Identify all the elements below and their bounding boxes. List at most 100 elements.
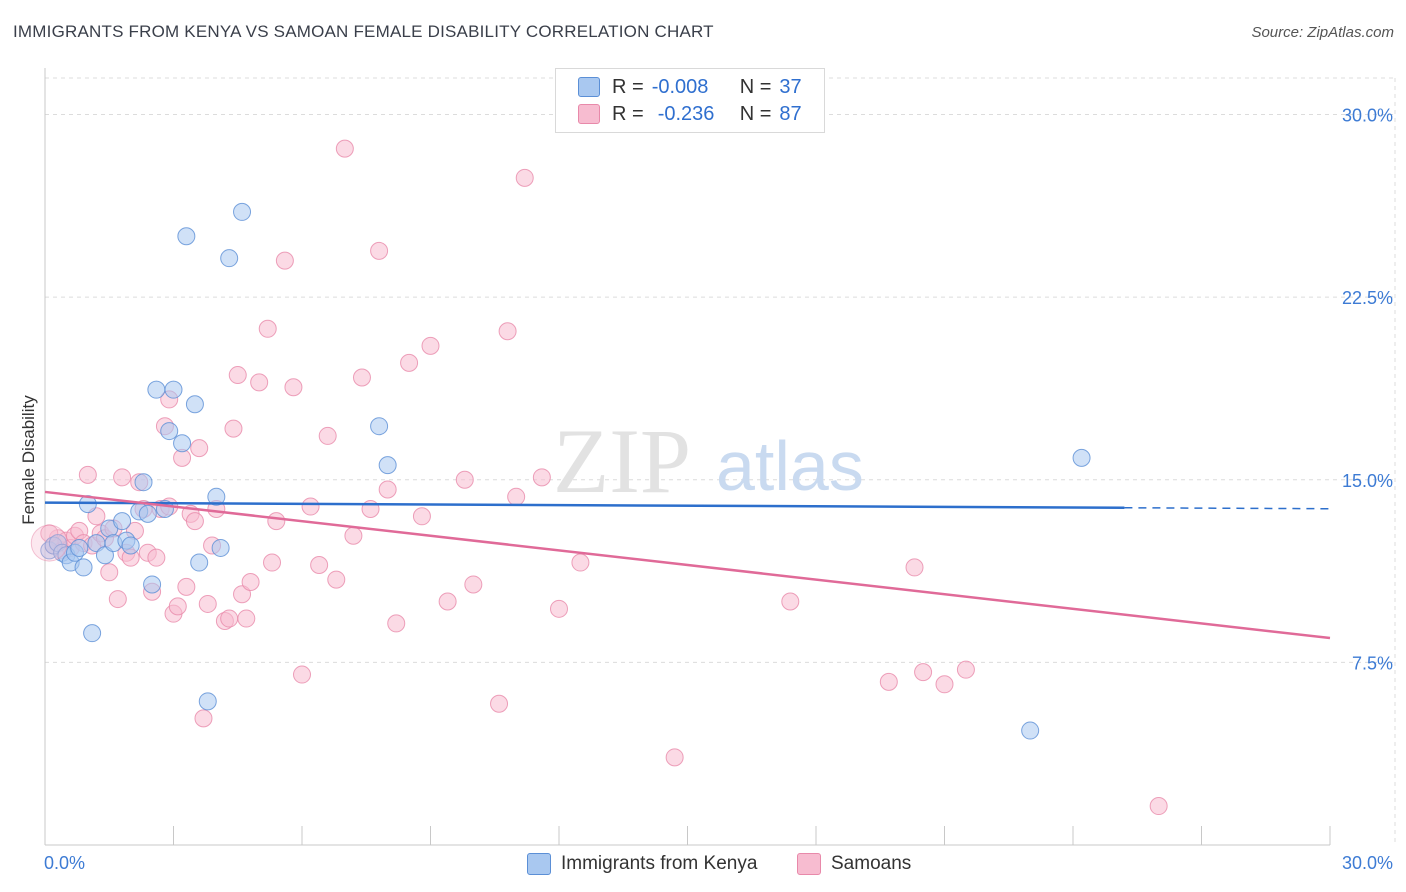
samoa-point [378,480,397,499]
kenya-swatch [578,77,600,97]
samoa-point [233,585,252,604]
samoa-point [194,709,213,728]
kenya-point [220,249,239,268]
kenya-point [198,692,217,711]
legend-box: R = -0.008 N = 37 R = -0.236 N = 87 [555,68,825,133]
kenya-point [211,538,230,557]
kenya-point [95,546,114,565]
bottom-legend-kenya: Immigrants from Kenya [527,852,757,876]
samoa-point [550,599,568,618]
samoa-point [344,526,363,545]
samoa-point [100,563,119,582]
legend-row-kenya: R = -0.008 N = 37 [578,75,802,99]
legend-r-label: R = [612,102,644,125]
samoa-trend-line [44,490,1331,640]
samoa-point [198,594,217,613]
samoa-point [905,558,924,577]
legend-n-label: N = [739,75,772,98]
samoa-point [241,573,260,592]
samoa-point [370,241,389,260]
y-tick-label: 7.5% [1352,653,1393,673]
samoa-point [387,614,406,633]
legend-n-label: N = [739,102,772,125]
kenya-point [177,227,196,246]
samoa-point [293,665,311,684]
samoa-point [258,319,277,338]
samoa-point [956,660,975,679]
kenya-point [1072,448,1091,467]
samoa-point [515,168,534,187]
samoa-point [310,555,329,574]
kenya-point [173,434,192,453]
samoa-point [168,597,187,616]
samoa-point [335,139,354,158]
samoa-point [571,553,590,572]
samoa-point [935,675,954,694]
samoa-point [87,507,106,526]
kenya-legend-label: Immigrants from Kenya [561,853,758,874]
kenya-point [143,575,162,594]
kenya-point [138,504,157,523]
samoa-point [147,548,166,567]
y-axis-label: Female Disability [19,395,38,525]
kenya-point [147,380,166,399]
samoa-point [400,353,419,372]
samoa-point [113,468,132,487]
samoa-point [267,512,286,531]
samoa-legend-label: Samoans [831,853,912,874]
kenya-point [207,487,226,506]
samoa-point [781,592,800,611]
kenya-point [134,473,153,492]
samoa-point [263,553,282,572]
kenya-trend-extension [1124,507,1331,510]
samoa-legend-swatch [797,853,821,875]
samoa-point [177,577,196,596]
legend-r-label: R = [612,75,644,98]
kenya-point [164,380,183,399]
kenya-trend-line [44,501,1125,510]
samoa-point [507,487,526,506]
legend-kenya-r: -0.008 [651,75,709,98]
axes [44,68,1331,846]
kenya-point [233,202,252,221]
legend-row-samoa: R = -0.236 N = 87 [578,102,802,126]
legend-samoa-n: 87 [779,102,802,125]
samoa-point [301,497,320,516]
kenya-point [370,417,389,436]
kenya-legend-swatch [527,853,551,875]
kenya-point [113,512,132,531]
source-label: Source: ZipAtlas.com [1251,24,1394,41]
samoa-point [464,575,483,594]
samoa-point [250,373,269,392]
samoa-point [108,590,127,609]
samoa-point [490,694,509,713]
chart-title: IMMIGRANTS FROM KENYA VS SAMOAN FEMALE D… [13,22,714,41]
samoa-point [665,748,684,767]
samoa-point [498,322,517,341]
watermark-atlas: atlas [716,427,864,505]
samoa-point [220,609,239,628]
y-tick-label: 15.0% [1342,471,1393,491]
tick-labels: 7.5% 15.0% 22.5% 30.0% 0.0% 30.0% [44,106,1393,873]
watermark-zip: ZIP [553,410,691,512]
kenya-point [160,422,179,441]
kenya-point [190,553,209,572]
samoa-swatch [578,104,600,124]
kenya-point [70,538,89,557]
samoa-point [185,512,204,531]
legend-kenya-n: 37 [779,75,802,98]
samoa-point [327,570,346,589]
samoa-point [879,672,898,691]
samoa-point [275,251,294,270]
samoa-point [914,663,933,682]
kenya-point [378,456,397,475]
samoa-point [421,336,440,355]
legend-samoa-r: -0.236 [657,102,715,125]
kenya-point [83,624,102,643]
trend-lines [44,490,1331,640]
y-tick-label: 22.5% [1342,288,1393,308]
samoa-point [228,366,247,385]
kenya-point [121,536,140,555]
samoa-point [190,439,209,458]
